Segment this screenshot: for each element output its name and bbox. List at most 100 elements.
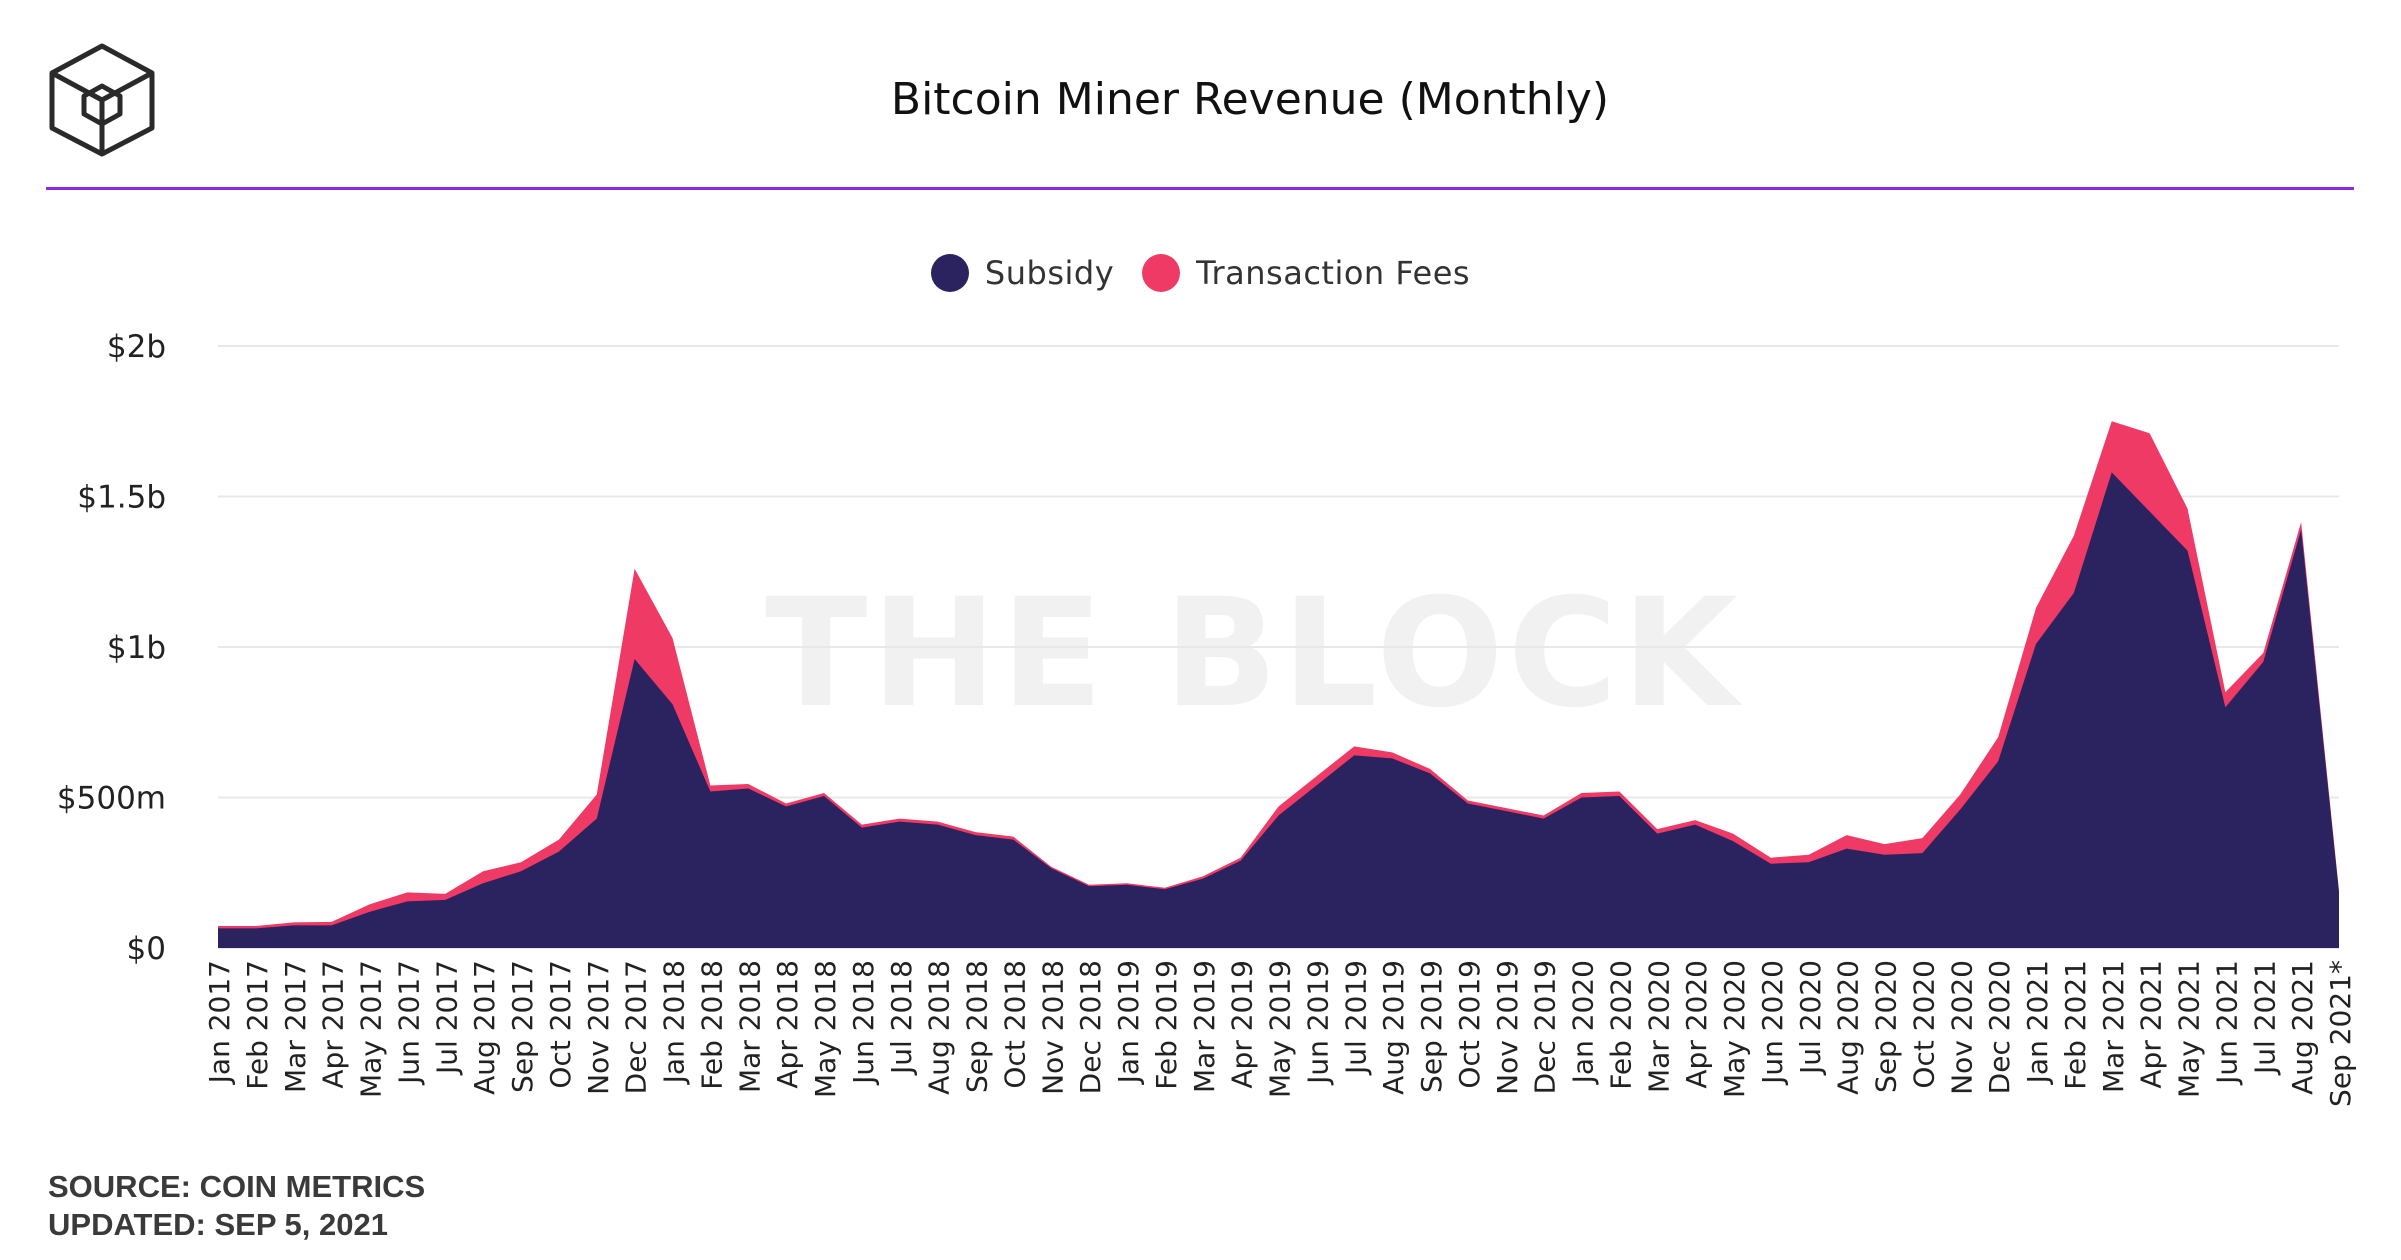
fees-point (368, 902, 372, 906)
x-tick-label: May 2019 (1264, 960, 1297, 1098)
x-tick-label: Apr 2020 (1680, 960, 1713, 1089)
subsidy-point (1580, 796, 1584, 800)
subsidy-point (2186, 549, 2190, 553)
series-area-subsidy (218, 472, 2339, 948)
chart-legend: Subsidy Transaction Fees (0, 254, 2401, 292)
subsidy-point (2261, 660, 2265, 664)
x-tick-label: Feb 2019 (1150, 960, 1183, 1090)
x-tick-label: Jun 2020 (1756, 960, 1789, 1086)
x-tick-label: Mar 2019 (1188, 960, 1221, 1093)
x-tick-label: Aug 2018 (923, 960, 956, 1095)
subsidy-point (2110, 470, 2114, 474)
legend-item-fees[interactable]: Transaction Fees (1142, 254, 1470, 292)
x-tick-label: Mar 2020 (1642, 960, 1675, 1093)
subsidy-point (481, 881, 485, 885)
updated-note: UPDATED: SEP 5, 2021 (48, 1207, 388, 1242)
fees-point (1087, 883, 1091, 887)
fees-point (2186, 507, 2190, 511)
fees-point (2072, 534, 2076, 538)
fees-point (1314, 774, 1318, 778)
fees-point (1693, 818, 1697, 822)
subsidy-point (1352, 753, 1356, 757)
fees-point (595, 792, 599, 796)
x-tick-label: Feb 2021 (2059, 960, 2092, 1090)
fees-point (2261, 651, 2265, 655)
fees-point (746, 782, 750, 786)
fees-point (2148, 431, 2152, 435)
x-tick-label: Apr 2021 (2135, 960, 2168, 1089)
subsidy-point (708, 789, 712, 793)
x-tick-label: Oct 2018 (998, 960, 1031, 1089)
x-tick-label: Jan 2020 (1567, 960, 1600, 1085)
x-tick-label: Jun 2021 (2210, 960, 2243, 1086)
x-tick-label: Jan 2017 (203, 960, 236, 1085)
x-tick-label: Jul 2018 (885, 960, 918, 1076)
fees-point (898, 817, 902, 821)
subsidy-point (330, 923, 334, 927)
fees-point (708, 783, 712, 787)
subsidy-point (1958, 808, 1962, 812)
fees-point (1731, 832, 1735, 836)
fees-point (1996, 735, 2000, 739)
fees-point (1390, 750, 1394, 754)
fees-point (405, 890, 409, 894)
x-tick-label: Mar 2018 (733, 960, 766, 1093)
fees-point (1617, 789, 1621, 793)
fees-point (1807, 853, 1811, 857)
x-tick-label: Feb 2018 (695, 960, 728, 1090)
header-divider (46, 187, 2354, 190)
legend-label-fees: Transaction Fees (1196, 254, 1471, 292)
fees-point (1011, 835, 1015, 839)
subsidy-point (633, 657, 637, 661)
fees-point (2110, 419, 2114, 423)
subsidy-point (2299, 528, 2303, 532)
fees-point (1239, 856, 1243, 860)
fees-point (1201, 874, 1205, 878)
x-tick-label: Mar 2021 (2097, 960, 2130, 1093)
y-tick-label: $1.5b (77, 480, 166, 516)
x-tick-label: Sep 2020 (1870, 960, 1903, 1093)
subsidy-point (1996, 759, 2000, 763)
x-tick-label: Dec 2020 (1983, 960, 2016, 1094)
fees-point (1125, 881, 1129, 885)
fees-point (1049, 865, 1053, 869)
x-tick-label: Apr 2018 (771, 960, 804, 1089)
fees-point (1958, 792, 1962, 796)
x-tick-label: Nov 2017 (582, 960, 615, 1095)
subsidy-point (443, 898, 447, 902)
subsidy-point (1883, 853, 1887, 857)
fees-point (784, 802, 788, 806)
x-tick-label: Jun 2018 (847, 960, 880, 1086)
fees-point (936, 820, 940, 824)
x-tick-label: May 2021 (2173, 960, 2206, 1098)
x-tick-label: Jul 2020 (1794, 960, 1827, 1076)
legend-label-subsidy: Subsidy (984, 254, 1115, 292)
legend-swatch-fees (1142, 254, 1181, 292)
x-tick-label: Jul 2021 (2248, 960, 2281, 1076)
fees-point (2034, 606, 2038, 610)
x-tick-label: Sep 2021* (2324, 960, 2357, 1107)
fees-point (822, 791, 826, 795)
subsidy-point (1769, 862, 1773, 866)
fees-point (557, 838, 561, 842)
legend-item-subsidy[interactable]: Subsidy (930, 254, 1115, 292)
fees-point (974, 830, 978, 834)
fees-point (633, 567, 637, 571)
subsidy-point (2148, 510, 2152, 514)
x-tick-label: May 2017 (355, 960, 388, 1098)
x-tick-label: Aug 2019 (1377, 960, 1410, 1095)
x-tick-label: May 2020 (1718, 960, 1751, 1098)
fees-point (254, 924, 258, 928)
chart-footer: SOURCE: COIN METRICS UPDATED: SEP 5, 202… (48, 1168, 425, 1244)
x-tick-label: Apr 2017 (317, 960, 350, 1089)
subsidy-point (519, 869, 523, 873)
x-tick-label: Oct 2017 (544, 960, 577, 1089)
x-tick-label: Jul 2019 (1339, 960, 1372, 1076)
subsidy-point (1428, 771, 1432, 775)
x-tick-label: Sep 2018 (961, 960, 994, 1093)
fees-point (1845, 833, 1849, 837)
y-tick-label: $2b (107, 329, 166, 365)
fees-point (1769, 856, 1773, 860)
fees-point (1466, 799, 1470, 803)
